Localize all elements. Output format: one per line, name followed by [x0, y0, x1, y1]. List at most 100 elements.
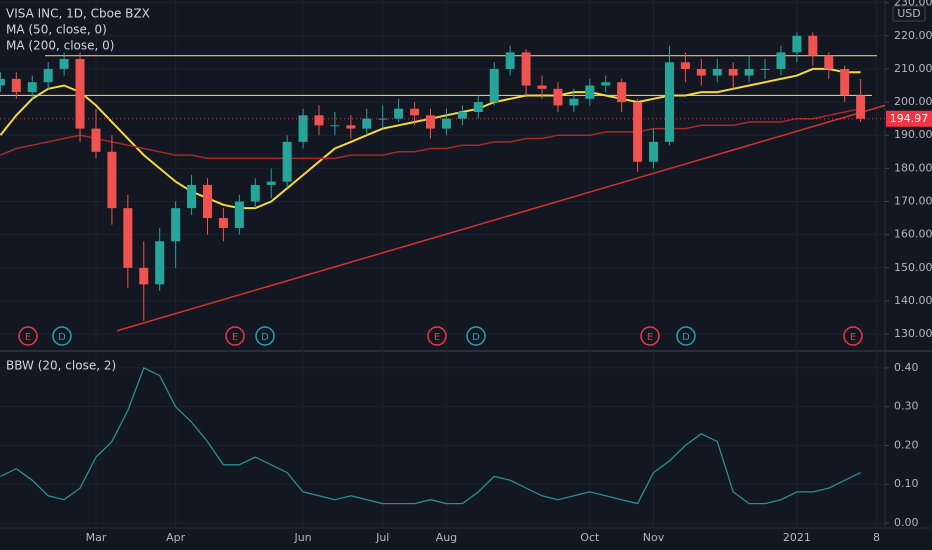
- candle-body: [410, 108, 420, 116]
- candle-body: [712, 68, 722, 76]
- currency-box: [892, 5, 926, 22]
- x-tick-label: Nov: [643, 531, 665, 544]
- y-tick-label: 0.10: [894, 477, 919, 490]
- candle-body: [346, 125, 356, 129]
- event-marker: [52, 326, 72, 346]
- candle-body: [696, 68, 706, 76]
- y-tick-label: 0.00: [894, 516, 919, 529]
- panel-title: BBW (20, close, 2): [6, 359, 116, 373]
- candle-body: [728, 68, 738, 76]
- candle-body: [601, 82, 611, 86]
- candle-body: [840, 68, 850, 96]
- x-tick-label: Aug: [436, 531, 457, 544]
- candle-body: [633, 102, 643, 162]
- y-tick-label: 190.00: [894, 128, 932, 141]
- trend-line: [116, 104, 886, 332]
- candle-body: [59, 58, 69, 69]
- event-label: D: [682, 332, 690, 343]
- candle-body: [123, 208, 133, 268]
- candle-body: [0, 78, 5, 86]
- y-tick-label: 230.00: [894, 0, 932, 9]
- last-price-label: 194.97: [890, 112, 929, 125]
- event-marker: [427, 326, 447, 346]
- x-tick-label: Mar: [86, 531, 107, 544]
- y-tick-label: 0.20: [894, 438, 919, 451]
- y-tick-label: 130.00: [894, 327, 932, 340]
- event-label: E: [25, 332, 31, 343]
- candle-body: [744, 68, 754, 76]
- candle-body: [537, 85, 547, 89]
- y-tick-label: 0.40: [894, 361, 919, 374]
- y-tick-label: 170.00: [894, 195, 932, 208]
- candle-body: [234, 201, 244, 229]
- x-tick-label: Apr: [166, 531, 186, 544]
- candle-body: [649, 141, 659, 162]
- candle-body: [426, 115, 436, 129]
- candle-body: [394, 108, 404, 119]
- candle-body: [760, 68, 770, 70]
- event-marker: [640, 326, 660, 346]
- event-marker: [255, 326, 275, 346]
- event-marker: [843, 326, 863, 346]
- candle-body: [569, 98, 579, 106]
- candle-body: [585, 85, 595, 99]
- candle-body: [457, 112, 467, 119]
- candle-body: [330, 125, 340, 127]
- candle-body: [680, 62, 690, 69]
- last-price-box: [886, 110, 932, 127]
- candle-body: [298, 115, 308, 142]
- event-label: D: [261, 332, 269, 343]
- candle-body: [617, 82, 627, 103]
- y-tick-label: 160.00: [894, 228, 932, 241]
- x-tick-label: 2021: [783, 531, 811, 544]
- candle-body: [266, 181, 276, 185]
- x-tick-label: Oct: [580, 531, 600, 544]
- event-marker: [18, 326, 38, 346]
- y-tick-label: 150.00: [894, 261, 932, 274]
- event-marker: [466, 326, 486, 346]
- candle-body: [187, 184, 197, 209]
- candle-body: [139, 267, 149, 285]
- candle-body: [314, 115, 324, 126]
- chart-title: VISA INC, 1D, Cboe BZX: [6, 7, 150, 21]
- candle-body: [378, 118, 388, 120]
- candle-body: [473, 102, 483, 113]
- candle-body: [441, 118, 451, 129]
- y-tick-label: 210.00: [894, 62, 932, 75]
- event-marker: [676, 326, 696, 346]
- legend-entry: MA (50, close, 0): [6, 23, 107, 37]
- candle-body: [553, 88, 563, 106]
- x-tick-label: Jun: [293, 531, 311, 544]
- candle-body: [107, 151, 117, 209]
- y-tick-label: 200.00: [894, 95, 932, 108]
- candle-body: [171, 208, 181, 242]
- currency-label: USD: [897, 7, 921, 20]
- ma-line: [0, 107, 861, 160]
- y-tick-label: 180.00: [894, 161, 932, 174]
- candle-body: [792, 35, 802, 53]
- event-label: E: [232, 332, 238, 343]
- event-label: E: [647, 332, 653, 343]
- y-tick-label: 140.00: [894, 294, 932, 307]
- candle-body: [824, 55, 834, 69]
- candle-body: [27, 82, 37, 93]
- legend-entry: MA (200, close, 0): [6, 39, 114, 53]
- candle-body: [218, 218, 228, 229]
- candle-body: [282, 141, 292, 182]
- candle-body: [155, 241, 165, 285]
- candle-body: [250, 184, 260, 202]
- candle-body: [43, 68, 53, 83]
- candle-body: [11, 78, 21, 93]
- y-tick-label: 0.30: [894, 400, 919, 413]
- x-tick-label: 8: [873, 531, 880, 544]
- event-label: D: [472, 332, 480, 343]
- candle-body: [489, 68, 499, 103]
- candle-body: [776, 52, 786, 69]
- candle-body: [202, 184, 212, 219]
- candle-body: [362, 118, 372, 129]
- y-tick-label: 220.00: [894, 29, 932, 42]
- candle-body: [664, 62, 674, 142]
- candle-body: [856, 95, 866, 119]
